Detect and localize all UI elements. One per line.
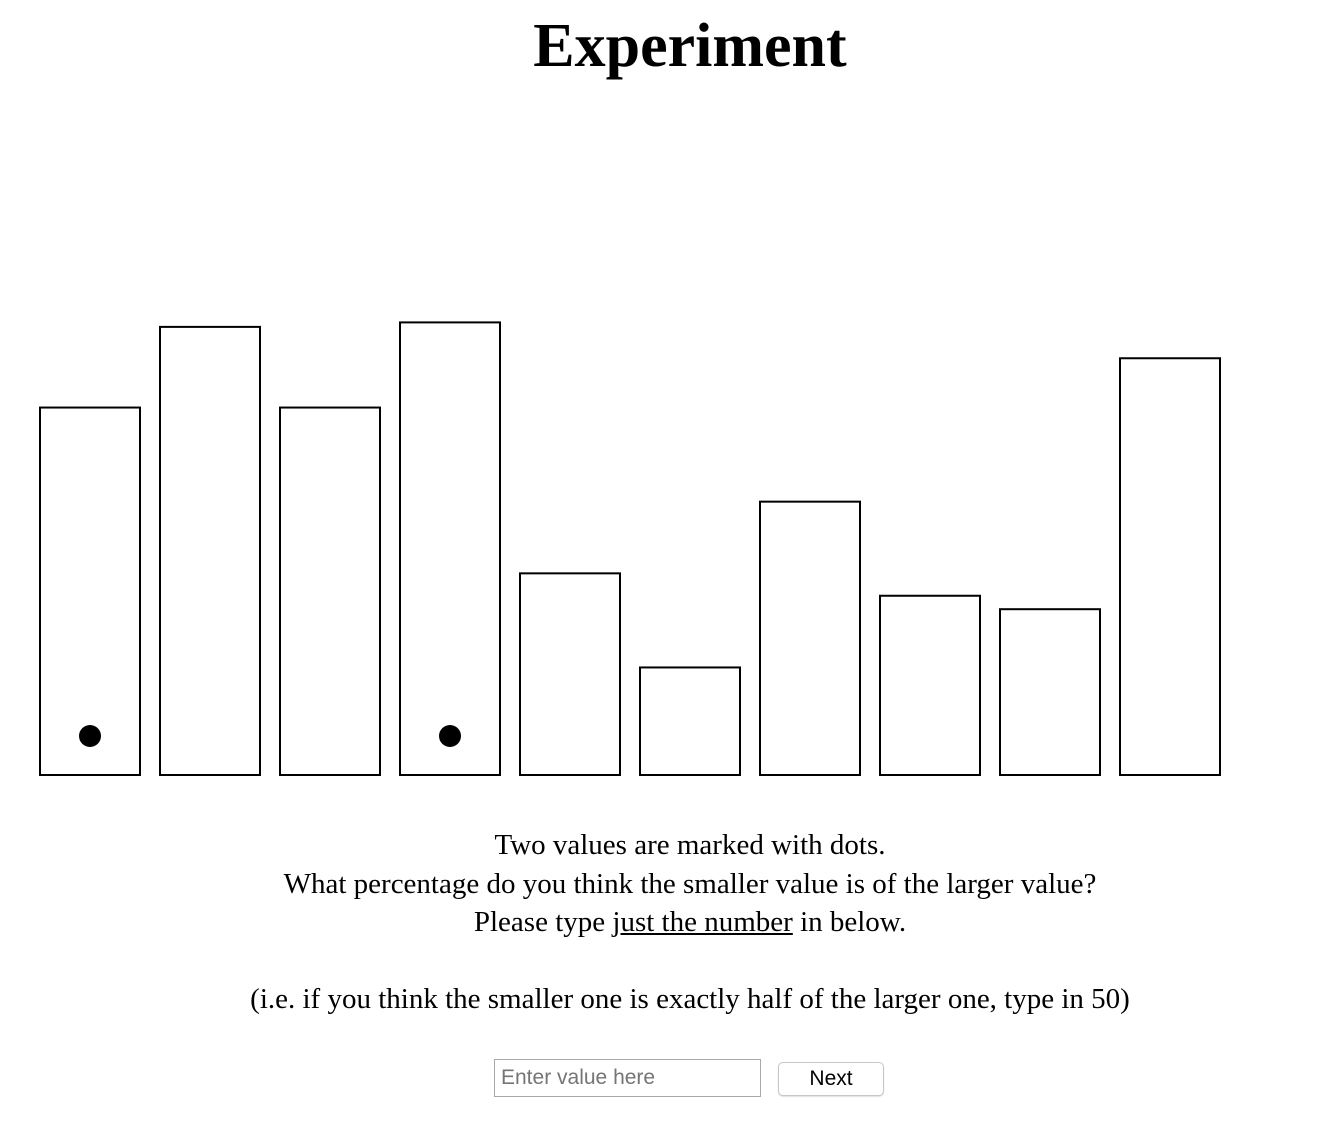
instruction-line-3-after: in below.	[792, 906, 907, 938]
bar-2	[159, 325, 261, 776]
next-button[interactable]: Next	[778, 1062, 884, 1096]
bar-chart	[39, 321, 1221, 776]
instruction-example: (i.e. if you think the smaller one is ex…	[250, 982, 1130, 1015]
instructions: Two values are marked with dots. What pe…	[0, 826, 1318, 1018]
instruction-line-3: Please type just the number in below.	[0, 903, 1318, 942]
instruction-line-2: What percentage do you think the smaller…	[283, 867, 1097, 900]
marker-dot-1	[79, 725, 101, 747]
bar-3	[279, 406, 381, 776]
bar-1	[39, 406, 141, 776]
bar-4	[399, 321, 501, 776]
instruction-line-1: Two values are marked with dots.	[494, 829, 886, 861]
bar-7	[759, 500, 861, 776]
bar-5	[519, 572, 621, 776]
page-title: Experiment	[533, 12, 847, 80]
marker-dot-4	[439, 725, 461, 747]
value-input[interactable]	[494, 1059, 761, 1097]
bar-8	[879, 594, 981, 776]
bar-6	[639, 666, 741, 776]
instruction-line-3-before: Please type	[473, 906, 613, 938]
instruction-emphasis: just the number	[612, 906, 793, 938]
instruction-spacer	[0, 942, 1318, 980]
bar-9	[999, 608, 1101, 776]
bar-10	[1119, 357, 1221, 776]
